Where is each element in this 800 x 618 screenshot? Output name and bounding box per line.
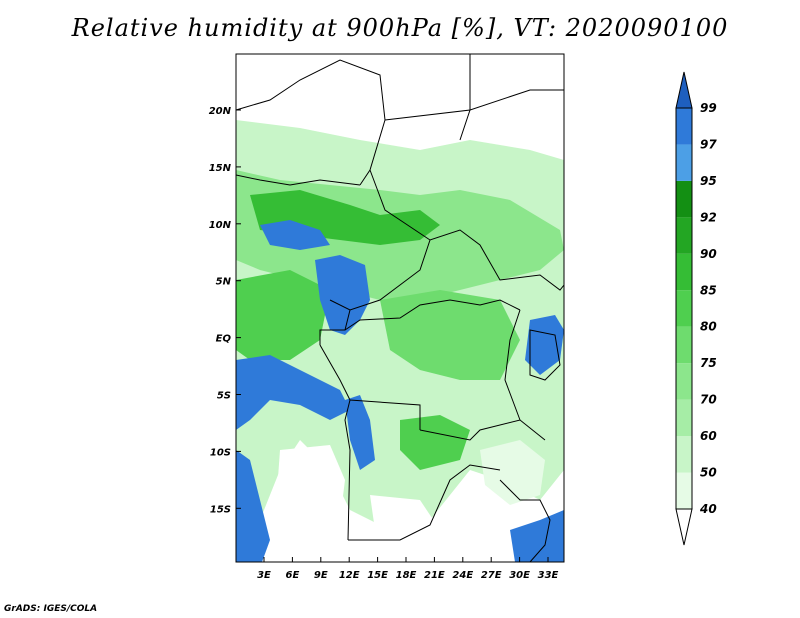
latitude-axis: 20N 15N 10N 5N EQ 5S 10S 15S [209, 106, 241, 515]
lat-tick-label: 10N [209, 220, 232, 231]
lon-tick-label: 12E [339, 570, 360, 581]
colorbar-segment [676, 253, 692, 291]
lat-tick-label: 15S [210, 504, 231, 515]
lon-tick-label: 30E [509, 570, 530, 581]
field-blue-lake [525, 315, 564, 375]
colorbar-frame [675, 107, 693, 510]
lon-tick-label: 15E [367, 570, 388, 581]
lon-tick-label: 3E [257, 570, 271, 581]
lat-tick-label: EQ [216, 334, 232, 345]
field-dry-east [480, 440, 545, 505]
lon-tick-label: 21E [424, 570, 445, 581]
colorbar-segment [676, 108, 692, 145]
colorbar-arrow-bottom [675, 508, 693, 546]
colorbar-segment [676, 399, 692, 437]
colorbar-segment [676, 363, 692, 400]
colorbar-arrow-top [675, 71, 693, 109]
colorbar-segment [676, 472, 692, 509]
lat-tick-label: 10S [210, 447, 231, 458]
lon-tick-label: 27E [481, 570, 502, 581]
colorbar-segment [676, 180, 692, 218]
field-dry-south [370, 495, 440, 545]
field-dry-sw [275, 445, 345, 555]
lon-tick-label: 33E [538, 570, 559, 581]
longitude-axis: 3E 6E 9E 12E 15E 18E 21E 24E 27E 30E 33E [257, 557, 559, 581]
field-blue-se [510, 510, 564, 562]
field-blue-angola [345, 395, 375, 470]
credit-text: GrADS: IGES/COLA [4, 604, 98, 614]
colorbar-segment [676, 290, 692, 327]
colorbar-segment [676, 217, 692, 254]
colorbar-label: 85 [700, 283, 717, 297]
colorbar-label: 99 [700, 101, 717, 115]
colorbar-label: 80 [700, 320, 717, 334]
country-borders [235, 54, 565, 563]
colorbar-label: 92 [700, 210, 717, 224]
lon-tick-label: 18E [396, 570, 417, 581]
colorbar-label: 95 [700, 174, 717, 188]
colorbar-label: 70 [700, 393, 717, 407]
field-blue-west [260, 220, 330, 250]
lat-tick-label: 5S [217, 391, 231, 402]
colorbar-segment [676, 436, 692, 473]
lat-tick-label: 15N [209, 163, 232, 174]
colorbar-label: 97 [700, 137, 717, 151]
map-frame [235, 53, 565, 563]
colorbar-label: 50 [700, 466, 717, 480]
colorbar-segment [676, 144, 692, 181]
colorbar-label: 75 [700, 356, 717, 370]
field-green-south [400, 415, 470, 470]
colorbar-label: 40 [699, 502, 717, 516]
field-dry-sudan [470, 54, 564, 150]
lon-tick-label: 6E [286, 570, 300, 581]
field-blue-sw [236, 450, 270, 562]
lat-tick-label: 5N [216, 277, 232, 288]
lon-tick-label: 24E [452, 570, 473, 581]
lat-tick-label: 20N [209, 106, 232, 117]
field-green-congo [380, 290, 520, 380]
colorbar-label: 90 [700, 247, 717, 261]
field-blue-atlantic [236, 355, 350, 430]
map-title: Relative humidity at 900hPa [%], VT: 202… [71, 14, 729, 42]
lon-tick-label: 9E [314, 570, 328, 581]
colorbar: 40 50 60 70 75 80 85 90 92 95 97 99 [675, 71, 717, 546]
field-blue-cameroon [315, 255, 370, 335]
colorbar-segment [676, 326, 692, 364]
field-dry-sahara [236, 54, 470, 125]
humidity-field [235, 54, 565, 563]
colorbar-label: 60 [700, 429, 717, 443]
field-green-coast [236, 270, 330, 360]
